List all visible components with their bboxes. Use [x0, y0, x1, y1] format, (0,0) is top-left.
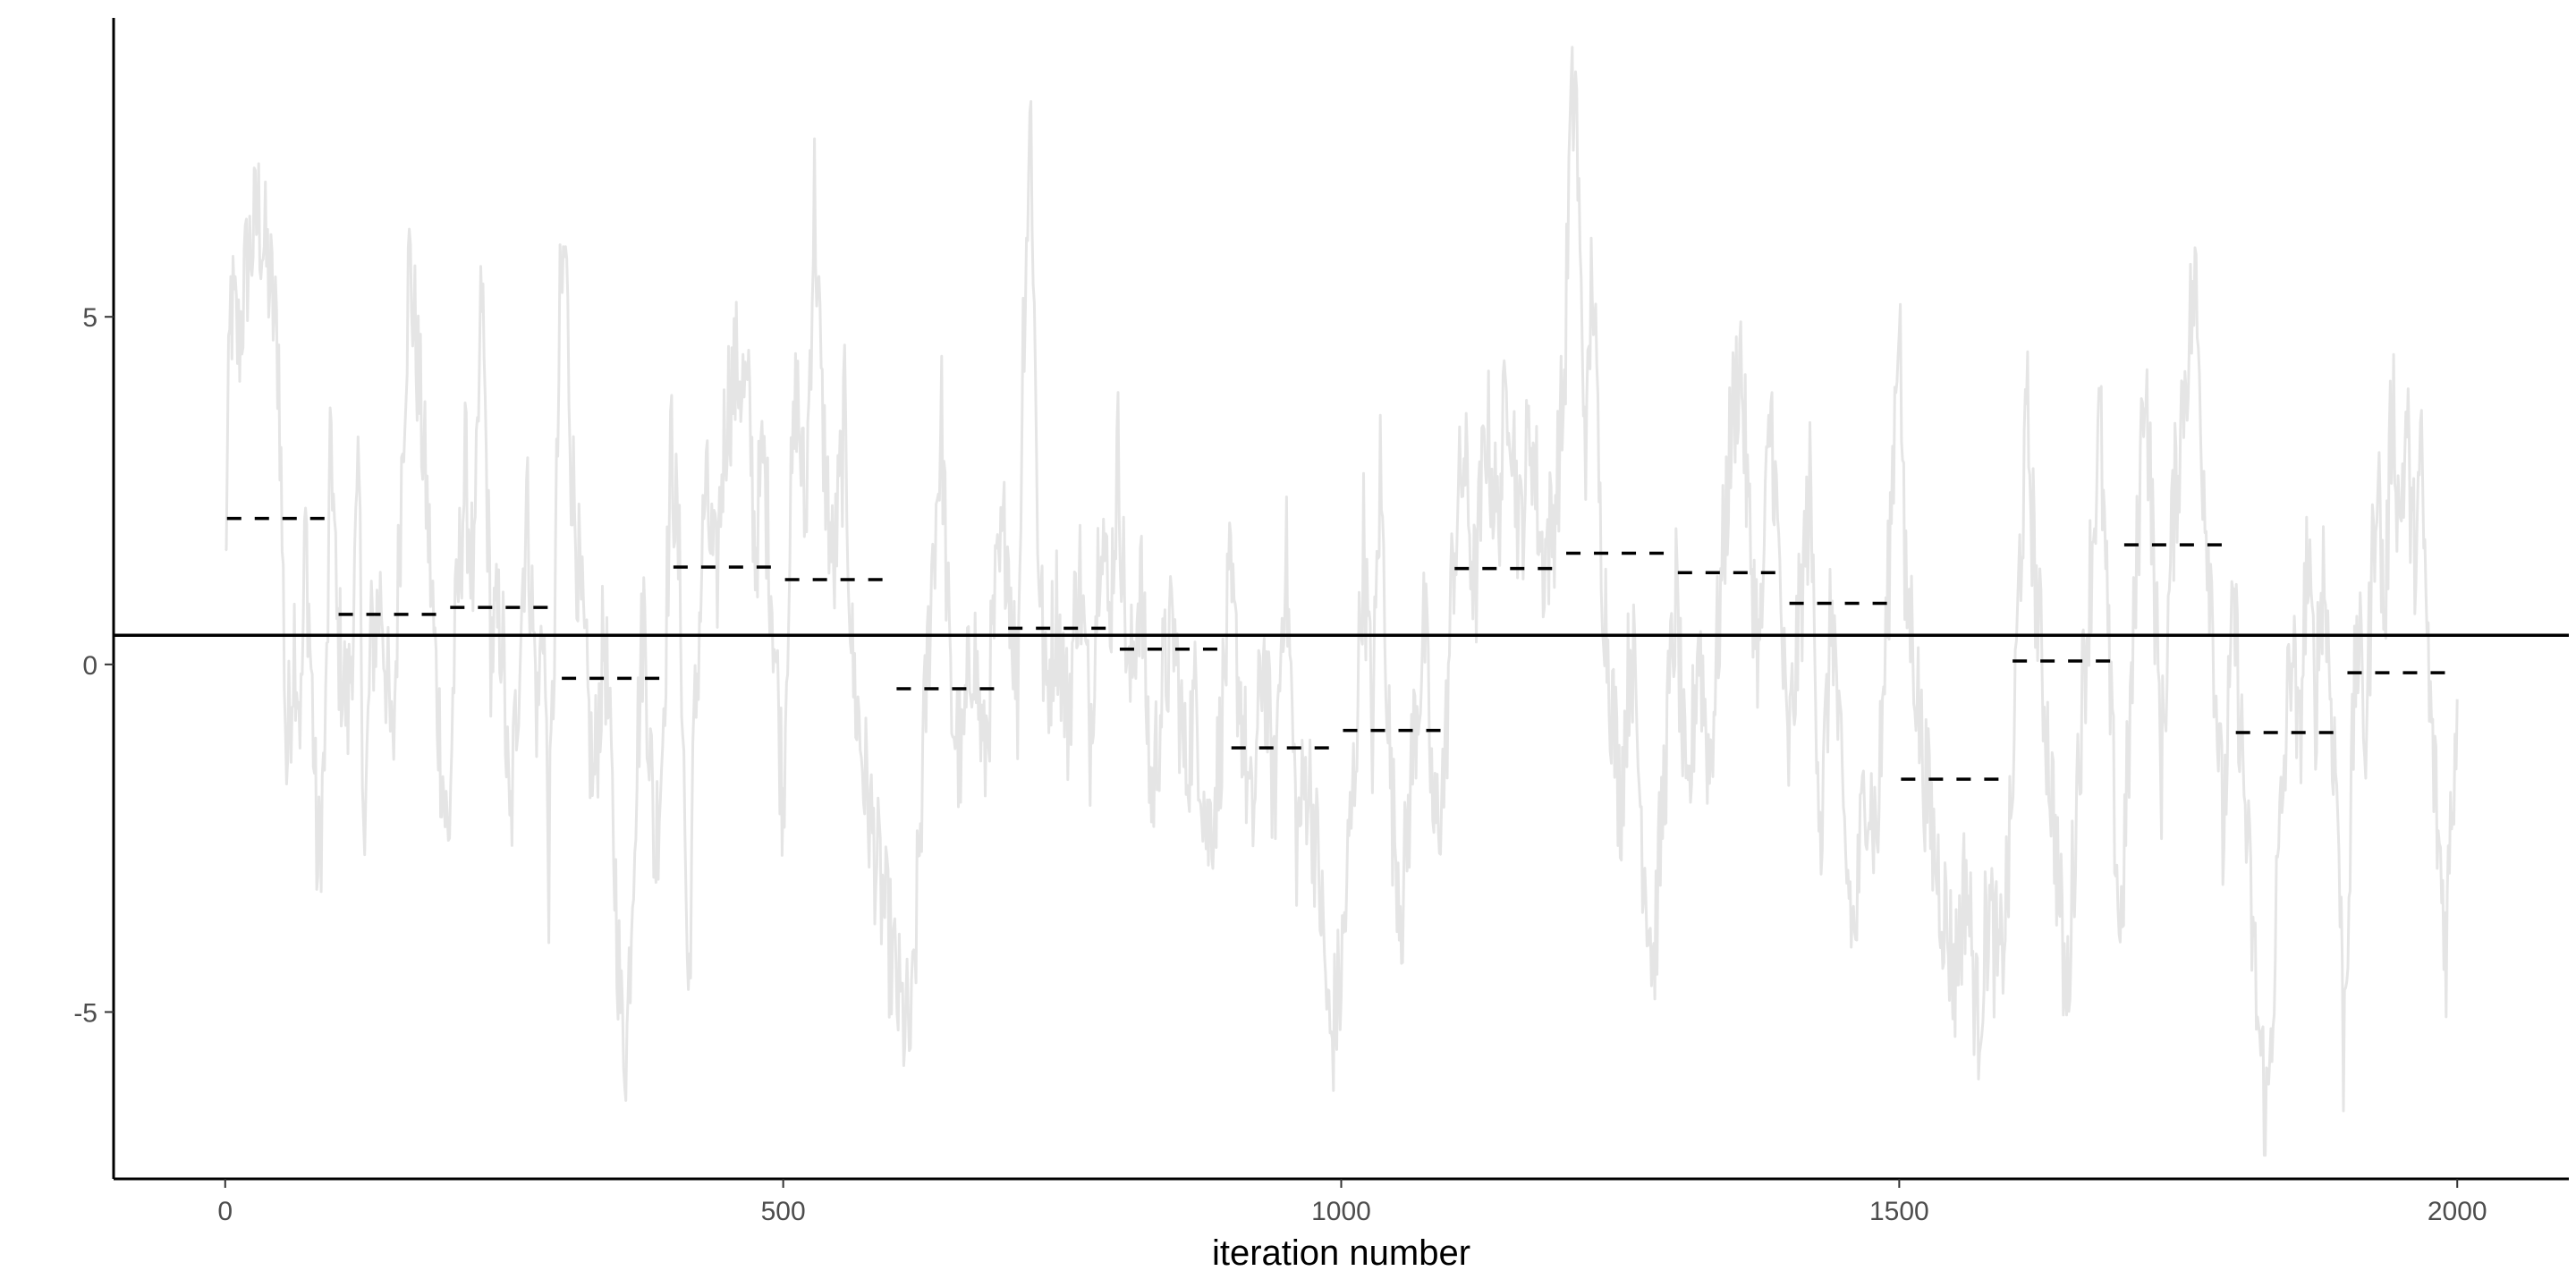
x-ticks: 0 500 1000 1500 2000	[217, 1179, 2487, 1226]
x-tick-label: 0	[217, 1197, 233, 1226]
y-tick-label: 0	[82, 651, 97, 681]
y-ticks: 5 0 -5	[73, 303, 114, 1028]
x-tick-label: 1000	[1311, 1197, 1371, 1226]
x-tick-label: 1500	[1869, 1197, 1929, 1226]
x-tick-label: 500	[761, 1197, 806, 1226]
x-tick-label: 2000	[2428, 1197, 2487, 1226]
block-means-layer	[226, 516, 2456, 781]
y-tick-label: -5	[73, 998, 97, 1028]
x-axis-title: iteration number	[1212, 1233, 1470, 1273]
y-tick-label: 5	[82, 303, 97, 333]
trace-line	[224, 46, 2459, 1157]
trace-layer	[224, 46, 2459, 1157]
